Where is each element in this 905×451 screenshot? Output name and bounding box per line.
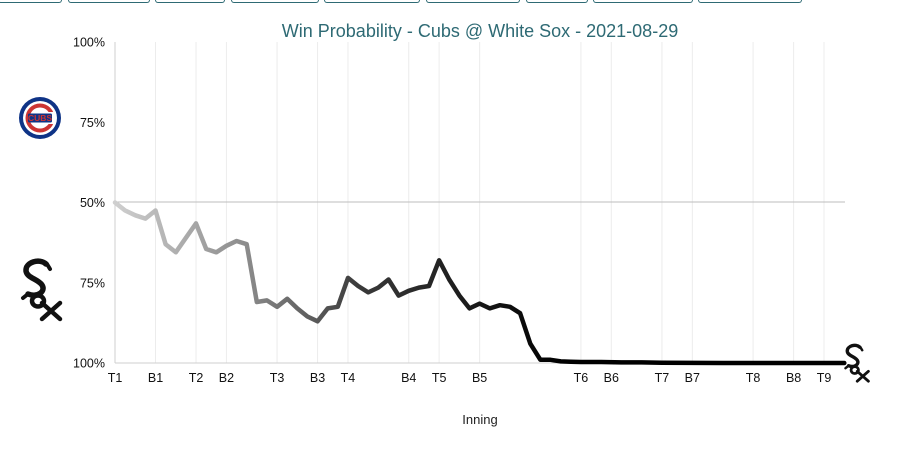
white-sox-logo-icon — [844, 343, 870, 383]
white-sox-logo-icon — [21, 258, 63, 322]
y-tick-label: 50% — [80, 196, 105, 210]
x-axis-label: Inning — [462, 412, 497, 427]
top-tab-strip — [0, 0, 905, 3]
tab-stub[interactable] — [68, 0, 150, 3]
y-tick-label: 100% — [73, 357, 105, 371]
x-tick-labels: T1 B1 T2 B2 T3 B3 T4 B4 T5 B5 T6 B6 T7 B7 T8 B8 T9 — [108, 371, 832, 385]
tab-stub[interactable] — [0, 0, 62, 3]
y-tick-label: 75% — [80, 276, 105, 290]
tab-stub[interactable] — [426, 0, 520, 3]
tab-stub[interactable] — [155, 0, 225, 3]
x-tick-label: T9 — [817, 371, 832, 385]
x-tick-label: B2 — [219, 371, 234, 385]
x-tick-label: B1 — [148, 371, 163, 385]
x-tick-label: B5 — [472, 371, 487, 385]
y-tick-label: 75% — [80, 116, 105, 130]
y-tick-labels: 100% 75% 50% 75% 100% — [73, 36, 105, 371]
x-tick-label: T5 — [432, 371, 447, 385]
tab-stub[interactable] — [526, 0, 588, 3]
y-tick-label: 100% — [73, 36, 105, 50]
tab-stub[interactable] — [231, 0, 319, 3]
chart-title: Win Probability - Cubs @ White Sox - 202… — [282, 21, 678, 41]
x-tick-label: T6 — [574, 371, 589, 385]
x-tick-label: T1 — [108, 371, 123, 385]
x-tick-label: B7 — [685, 371, 700, 385]
tab-stub[interactable] — [324, 0, 420, 3]
x-tick-label: T3 — [270, 371, 285, 385]
x-tick-label: B8 — [786, 371, 801, 385]
win-probability-line — [112, 200, 847, 366]
cubs-logo-icon: CUBS — [19, 97, 61, 139]
cubs-logo-wordmark: CUBS — [28, 113, 52, 123]
tab-stub[interactable] — [698, 0, 802, 3]
x-tick-label: T8 — [746, 371, 761, 385]
x-tick-label: B6 — [604, 371, 619, 385]
x-tick-label: B4 — [401, 371, 416, 385]
x-tick-label: T2 — [189, 371, 204, 385]
x-tick-label: T4 — [341, 371, 356, 385]
x-tick-label: T7 — [655, 371, 670, 385]
x-tick-label: B3 — [310, 371, 325, 385]
tab-stub[interactable] — [593, 0, 693, 3]
